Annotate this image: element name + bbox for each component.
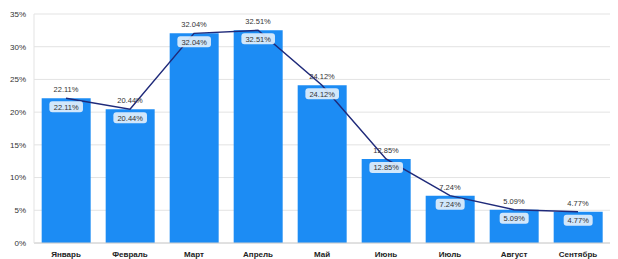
svg-text:20%: 20% — [10, 108, 26, 117]
svg-text:32.51%: 32.51% — [245, 35, 271, 44]
svg-text:7.24%: 7.24% — [439, 183, 461, 192]
svg-text:24.12%: 24.12% — [309, 90, 335, 99]
svg-text:25%: 25% — [10, 75, 26, 84]
svg-text:0%: 0% — [14, 239, 26, 248]
svg-text:22.11%: 22.11% — [54, 103, 79, 112]
svg-text:32.04%: 32.04% — [181, 20, 207, 29]
svg-text:20.44%: 20.44% — [117, 114, 143, 123]
svg-text:32.04%: 32.04% — [181, 38, 207, 47]
svg-text:10%: 10% — [10, 173, 26, 182]
svg-text:30%: 30% — [10, 43, 26, 52]
svg-text:Февраль: Февраль — [112, 250, 148, 259]
svg-text:Сентябрь: Сентябрь — [559, 250, 597, 259]
svg-text:15%: 15% — [10, 141, 26, 150]
svg-text:Июль: Июль — [439, 250, 461, 259]
svg-text:20.44%: 20.44% — [117, 96, 143, 105]
svg-text:7.24%: 7.24% — [440, 200, 462, 209]
svg-text:5.09%: 5.09% — [503, 197, 525, 206]
svg-text:Август: Август — [501, 250, 528, 259]
svg-text:24.12%: 24.12% — [309, 72, 335, 81]
svg-text:Январь: Январь — [51, 250, 81, 259]
svg-text:12.85%: 12.85% — [373, 163, 399, 172]
svg-text:5%: 5% — [14, 206, 26, 215]
svg-text:35%: 35% — [10, 10, 26, 19]
svg-text:Март: Март — [184, 250, 204, 259]
svg-text:4.77%: 4.77% — [567, 199, 589, 208]
svg-text:22.11%: 22.11% — [54, 85, 79, 94]
svg-text:Июнь: Июнь — [375, 250, 397, 259]
svg-text:4.77%: 4.77% — [568, 216, 590, 225]
svg-text:Апрель: Апрель — [243, 250, 273, 259]
svg-text:12.85%: 12.85% — [373, 146, 399, 155]
svg-text:Май: Май — [314, 250, 330, 259]
svg-text:5.09%: 5.09% — [504, 214, 526, 223]
svg-text:32.51%: 32.51% — [245, 17, 271, 26]
